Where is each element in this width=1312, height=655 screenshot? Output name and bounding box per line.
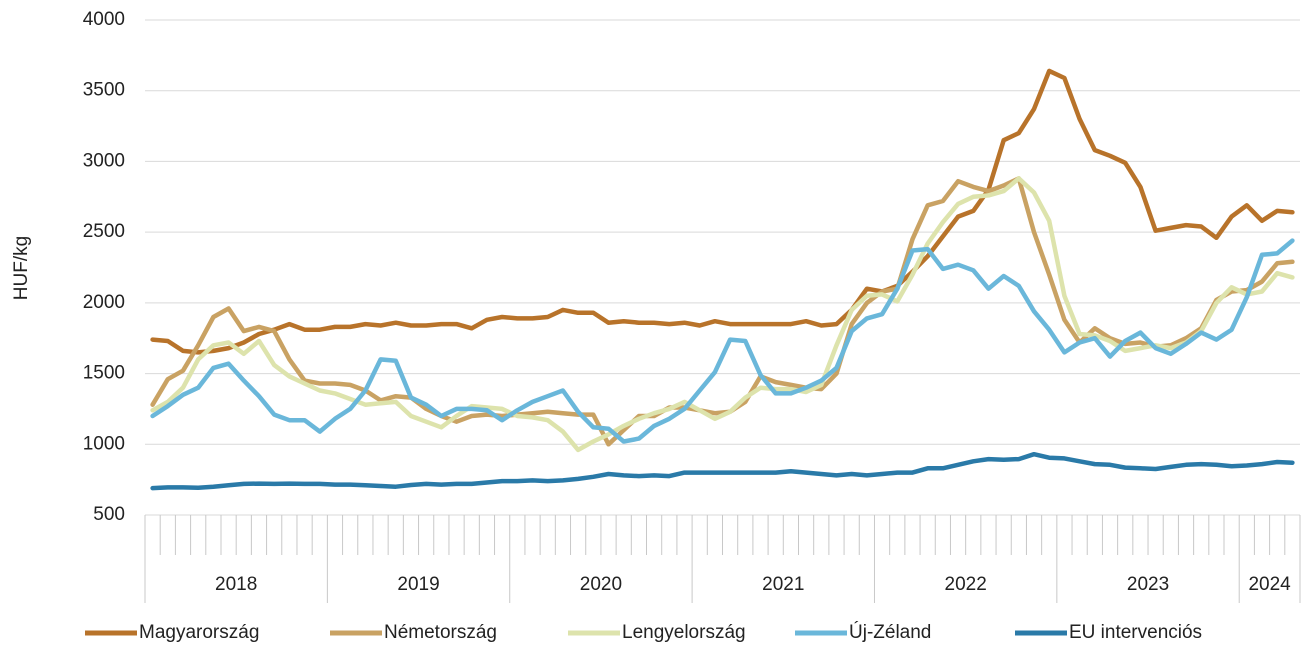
legend-label: Németország [384, 622, 497, 643]
legend-label: Lengyelország [622, 622, 746, 643]
series-line [150, 68, 1295, 355]
year-label: 2022 [945, 574, 987, 595]
y-tick-label: 2000 [83, 292, 125, 313]
y-tick-label: 2500 [83, 221, 125, 242]
y-tick-label: 4000 [83, 9, 125, 30]
y-tick-label: 3500 [83, 80, 125, 101]
series-line [150, 176, 1295, 453]
legend-label: Magyarország [139, 622, 259, 643]
series-line [150, 176, 1295, 447]
y-tick-label: 500 [93, 504, 125, 525]
year-label: 2018 [215, 574, 257, 595]
legend-label: EU intervenciós [1069, 622, 1202, 643]
legend-label: Új-Zéland [849, 621, 931, 643]
y-tick-label: 3000 [83, 150, 125, 171]
series-line [150, 238, 1295, 444]
y-tick-label: 1000 [83, 433, 125, 454]
year-label: 2023 [1127, 574, 1169, 595]
year-label: 2021 [762, 574, 804, 595]
series-line [150, 451, 1295, 491]
y-axis-label: HUF/kg [11, 236, 32, 300]
year-label: 2020 [580, 574, 622, 595]
y-tick-label: 1500 [83, 363, 125, 384]
year-label: 2019 [397, 574, 439, 595]
year-label: 2024 [1248, 574, 1291, 595]
